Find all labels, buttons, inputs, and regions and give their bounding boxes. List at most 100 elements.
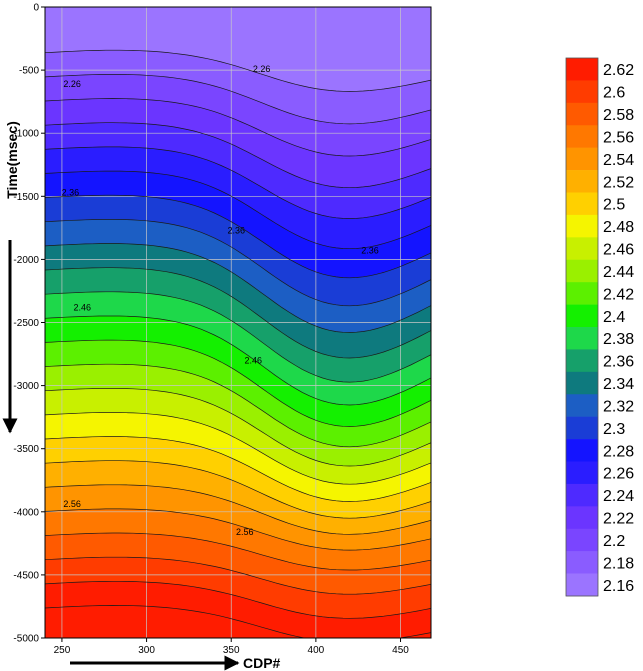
colorbar-swatch bbox=[566, 483, 598, 507]
y-tick-label: -2000 bbox=[13, 255, 39, 266]
contour-line bbox=[45, 580, 431, 619]
colorbar-swatch bbox=[566, 192, 598, 216]
colorbar-label: 2.58 bbox=[603, 107, 634, 124]
colorbar-label: 2.24 bbox=[603, 488, 634, 505]
colorbar-label: 2.32 bbox=[603, 398, 634, 415]
colorbar-label: 2.4 bbox=[603, 309, 625, 326]
colorbar-swatch bbox=[566, 214, 598, 238]
colorbar-swatch bbox=[566, 80, 598, 104]
grid-lines bbox=[45, 7, 431, 638]
colorbar-label: 2.2 bbox=[603, 533, 625, 550]
contour-line bbox=[45, 605, 431, 638]
contour-line bbox=[45, 267, 431, 359]
colorbar-swatch bbox=[566, 102, 598, 126]
colorbar-label: 2.22 bbox=[603, 511, 634, 528]
colorbar-swatch bbox=[566, 282, 598, 305]
colorbar-swatch bbox=[566, 147, 598, 171]
colorbar-swatch bbox=[566, 259, 598, 283]
colorbar-swatch bbox=[566, 551, 598, 574]
colorbar-swatch bbox=[566, 371, 598, 395]
contour-label: 2.56 bbox=[236, 527, 254, 537]
colorbar-label: 2.52 bbox=[603, 174, 634, 191]
contour-line bbox=[45, 556, 431, 595]
colorbar-label: 2.54 bbox=[603, 152, 634, 169]
contour-line bbox=[45, 170, 431, 250]
colorbar-swatch bbox=[566, 237, 598, 261]
y-tick-label: -500 bbox=[19, 66, 39, 77]
colorbar-label: 2.5 bbox=[603, 197, 625, 214]
contour-line bbox=[45, 363, 431, 448]
colorbar-swatch bbox=[566, 394, 598, 417]
colorbar-frame bbox=[565, 57, 599, 597]
contour-label: 2.26 bbox=[63, 79, 81, 89]
y-tick-label: -5000 bbox=[13, 634, 39, 645]
colorbar-swatch bbox=[566, 58, 598, 81]
colorbar-swatch bbox=[566, 506, 598, 530]
colorbar-swatch bbox=[566, 125, 598, 148]
contour-line bbox=[45, 74, 431, 125]
contour-label: 2.46 bbox=[73, 302, 91, 312]
contour-line bbox=[45, 122, 431, 189]
contour-label: 2.36 bbox=[228, 225, 246, 235]
y-tick-label: -1000 bbox=[13, 129, 39, 140]
colorbar-swatch bbox=[566, 439, 598, 462]
contour-labels: 2.26 2.26 2.36 2.36 2.36 2.46 2.46 2.56 2.56 bbox=[62, 64, 379, 537]
contour-line bbox=[45, 339, 431, 427]
colorbar-label: 2.46 bbox=[603, 242, 634, 259]
colorbar-label: 2.42 bbox=[603, 286, 634, 303]
colorbar-swatch bbox=[566, 170, 598, 193]
y-axis-title: Time(msec) bbox=[2, 121, 20, 434]
y-axis-label: Time(msec) bbox=[4, 121, 20, 199]
contour-label: 2.36 bbox=[361, 246, 379, 256]
contour-line bbox=[45, 412, 431, 485]
contour-line bbox=[45, 291, 431, 383]
colorbar-legend: 2.62 2.6 2.58 2.56 2.54 2.52 2.5 2.48 2.46 2.44 2.… bbox=[565, 57, 634, 597]
colorbar-swatch bbox=[566, 573, 598, 597]
y-tick-label: -1500 bbox=[13, 192, 39, 203]
colorbar-label: 2.3 bbox=[603, 421, 625, 438]
colorbar-label: 2.36 bbox=[603, 354, 634, 371]
colorbar-label: 2.62 bbox=[603, 62, 634, 79]
contour-line bbox=[45, 243, 431, 333]
colorbar-swatch bbox=[566, 416, 598, 440]
contour-label: 2.46 bbox=[244, 355, 262, 365]
colorbar-label: 2.16 bbox=[603, 578, 634, 595]
colorbar-label: 2.26 bbox=[603, 466, 634, 483]
colorbar-label: 2.44 bbox=[603, 264, 634, 281]
colorbar-swatch bbox=[566, 349, 598, 373]
colorbar-swatch bbox=[566, 304, 598, 328]
colorbar-swatch bbox=[566, 327, 598, 350]
contour-label: 2.26 bbox=[253, 64, 271, 74]
colorbar-label: 2.56 bbox=[603, 129, 634, 146]
contour-line bbox=[45, 508, 431, 551]
colorbar-label: 2.38 bbox=[603, 331, 634, 348]
contour-line bbox=[45, 315, 431, 406]
contour-line bbox=[45, 436, 431, 502]
colorbar-label: 2.6 bbox=[603, 85, 625, 102]
contour-line bbox=[45, 532, 431, 571]
axes: 0 -500 -1000 -1500 -2000 -2500 -3000 -3500 -4000… bbox=[13, 3, 409, 657]
contour-line bbox=[45, 194, 431, 279]
y-tick-label: -3000 bbox=[13, 381, 39, 392]
x-tick-label: 400 bbox=[308, 645, 325, 656]
contour-lines bbox=[45, 49, 431, 638]
contour-line bbox=[45, 146, 431, 219]
colorbar-label: 2.48 bbox=[603, 219, 634, 236]
contour-label: 2.56 bbox=[63, 499, 81, 509]
y-tick-label: -2500 bbox=[13, 318, 39, 329]
contour-line bbox=[45, 98, 431, 157]
colorbar-swatch bbox=[566, 528, 598, 552]
contour-line bbox=[45, 387, 431, 467]
contour-line bbox=[45, 460, 431, 519]
x-axis-label: CDP# bbox=[243, 655, 281, 671]
colorbar-swatch bbox=[566, 461, 598, 485]
colorbar-label: 2.18 bbox=[603, 555, 634, 572]
y-tick-label: -4000 bbox=[13, 507, 39, 518]
y-tick-label: 0 bbox=[33, 3, 39, 14]
x-tick-label: 450 bbox=[392, 645, 409, 656]
colorbar-label: 2.28 bbox=[603, 443, 634, 460]
x-tick-label: 350 bbox=[223, 645, 240, 656]
y-tick-label: -4500 bbox=[13, 570, 39, 581]
contour-label: 2.36 bbox=[62, 188, 80, 198]
